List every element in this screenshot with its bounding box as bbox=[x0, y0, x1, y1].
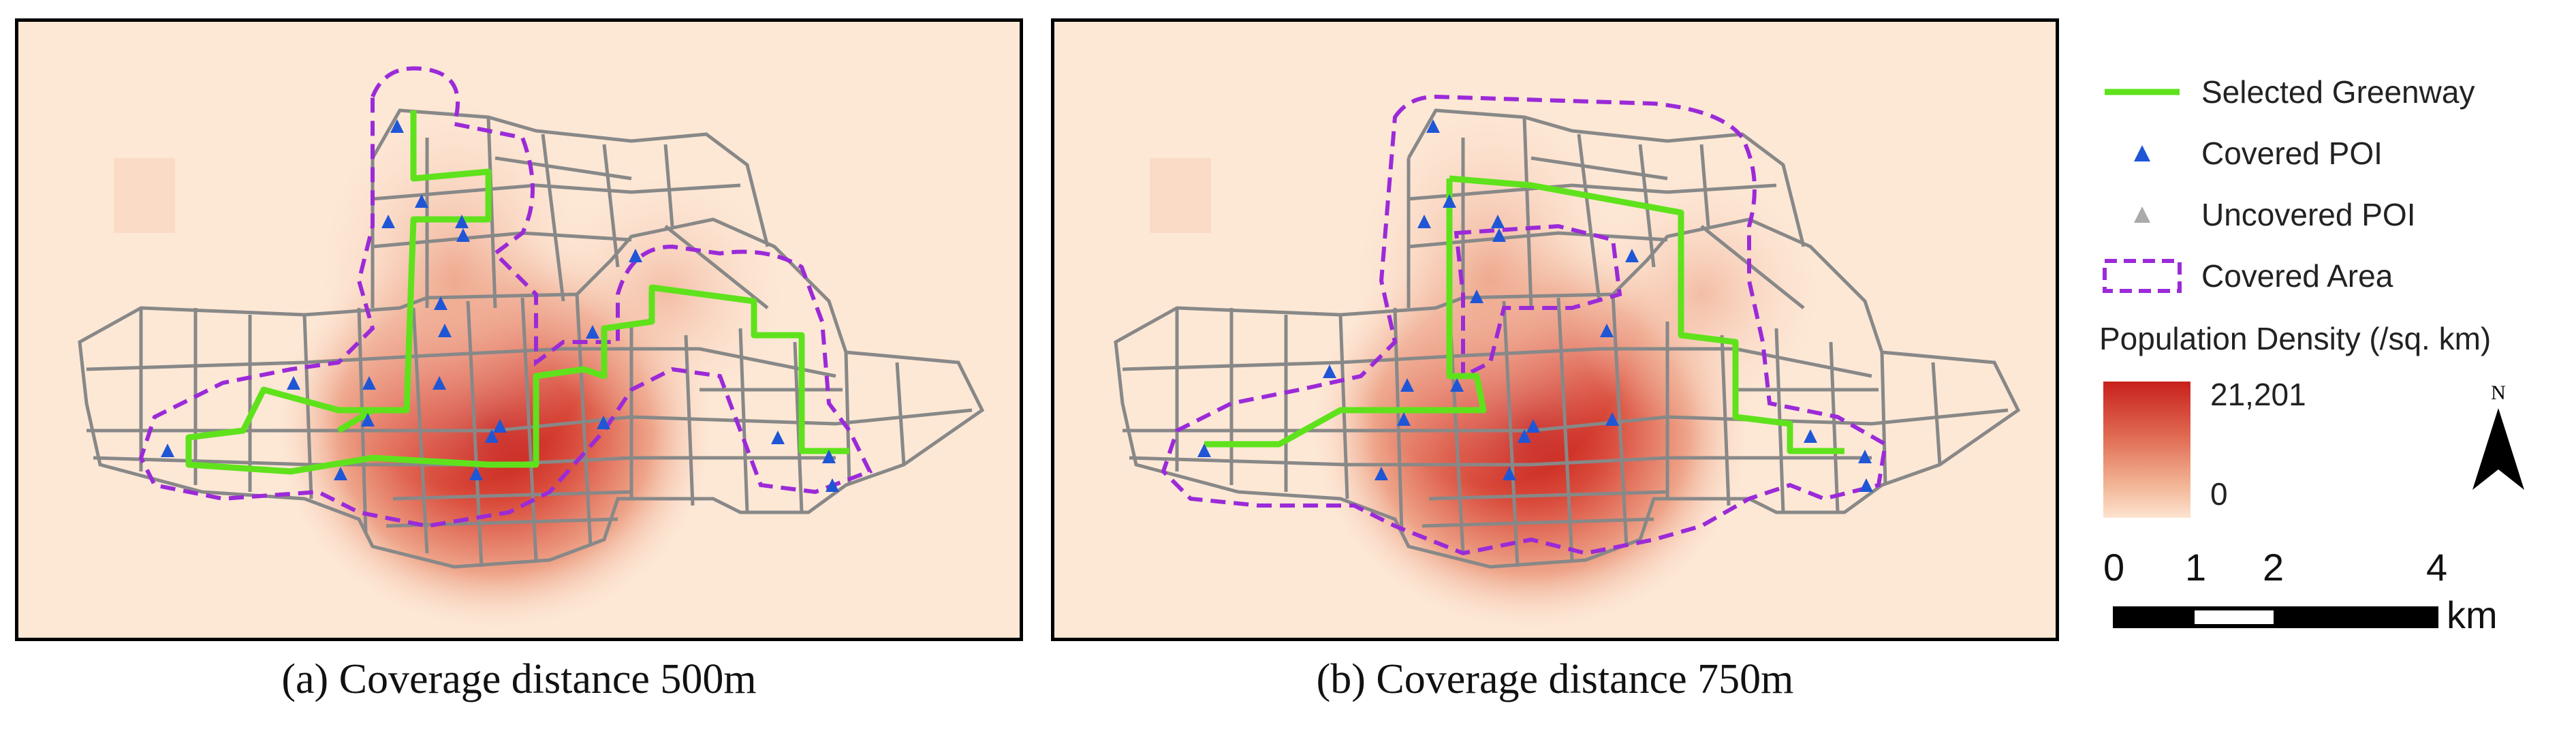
caption-a: (a) Coverage distance 500m bbox=[281, 656, 757, 702]
legend-label: Covered POI bbox=[2201, 136, 2383, 171]
legend-label: Selected Greenway bbox=[2201, 74, 2475, 110]
scale-tick: 2 bbox=[2263, 546, 2284, 589]
scale-tick: 1 bbox=[2185, 546, 2207, 589]
legend-label: Uncovered POI bbox=[2201, 197, 2416, 232]
map-b-svg bbox=[1114, 76, 2021, 635]
density-cell bbox=[114, 158, 175, 233]
north-arrow: N bbox=[2471, 382, 2526, 497]
density-color-ramp bbox=[2103, 382, 2190, 518]
density-warm-area bbox=[304, 76, 604, 485]
legend-label: Covered Area bbox=[2201, 258, 2393, 294]
map-panel-a bbox=[15, 18, 1023, 641]
scale-bar-graphic bbox=[2113, 606, 2438, 628]
legend-item-uncovered-poi: Uncovered POI bbox=[2098, 194, 2415, 235]
map-panel-b bbox=[1051, 18, 2059, 641]
gray-triangle-icon bbox=[2134, 206, 2150, 223]
legend-item-greenway: Selected Greenway bbox=[2098, 72, 2475, 112]
dashed-box-icon bbox=[2103, 259, 2182, 293]
scale-tick: 4 bbox=[2426, 546, 2448, 589]
density-warm-area bbox=[529, 158, 802, 431]
blue-triangle-icon bbox=[2134, 145, 2150, 161]
density-warm-area bbox=[1565, 158, 1838, 431]
density-title: Population Density (/sq. km) bbox=[2099, 321, 2492, 356]
density-cell bbox=[1150, 158, 1211, 233]
covered-area bbox=[1161, 94, 1888, 556]
map-a-svg bbox=[78, 66, 985, 635]
scale-unit: km bbox=[2447, 593, 2498, 636]
density-warm-area bbox=[1340, 76, 1640, 485]
density-min-label: 0 bbox=[2210, 476, 2228, 512]
density-max-label: 21,201 bbox=[2210, 377, 2306, 412]
road-network bbox=[1114, 108, 2021, 569]
covered-poi-layer bbox=[1197, 119, 1873, 492]
selected-greenway bbox=[185, 110, 849, 475]
scale-tick: 0 bbox=[2103, 546, 2125, 589]
legend-item-covered-poi: Covered POI bbox=[2098, 133, 2383, 174]
north-label: N bbox=[2491, 382, 2506, 404]
green-line-icon bbox=[2105, 89, 2180, 95]
legend-item-covered-area: Covered Area bbox=[2098, 255, 2393, 296]
selected-greenway bbox=[1204, 175, 1844, 454]
caption-b: (b) Coverage distance 750m bbox=[1316, 656, 1794, 702]
covered-poi-layer bbox=[161, 119, 839, 492]
north-arrow-icon bbox=[2472, 408, 2524, 490]
